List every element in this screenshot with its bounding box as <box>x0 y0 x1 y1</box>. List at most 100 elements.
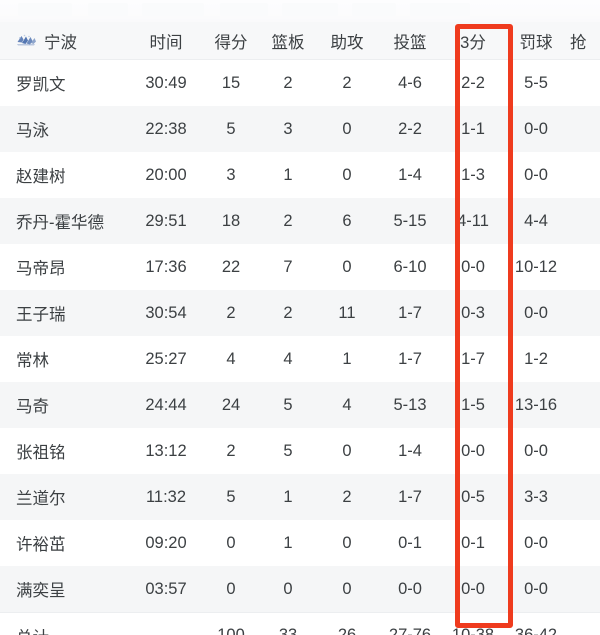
cell-minutes: 09:20 <box>145 533 187 552</box>
cell-player-name: 罗凯文 <box>16 76 66 94</box>
cell-minutes: 03:57 <box>145 579 187 598</box>
cell-rebounds: 2 <box>283 211 293 230</box>
cell-player-name: 乔丹-霍华德 <box>16 214 104 232</box>
cell-points: 4 <box>226 349 236 368</box>
total-free-throws: 36-42 <box>514 626 558 635</box>
cell-field-goals: 4-6 <box>398 73 422 92</box>
cell-assists: 0 <box>342 257 352 276</box>
table-row[interactable]: 张祖铭 13:12 2 5 0 1-4 0-0 0-0 <box>0 428 600 474</box>
cell-three-pointers: 2-2 <box>461 73 485 92</box>
cell-field-goals: 2-2 <box>398 119 422 138</box>
cell-player-name: 兰道尔 <box>16 490 66 508</box>
team-logo-icon <box>17 34 36 46</box>
box-score-table: 宁波 时间 得分 篮板 助攻 投篮 3分 罚球 抢 罗凯文 30:49 15 2 2 4-… <box>0 22 600 635</box>
cell-three-pointers: 4-11 <box>457 211 489 230</box>
table-row[interactable]: 罗凯文 30:49 15 2 2 4-6 2-2 5-5 <box>0 60 600 106</box>
cell-points: 2 <box>226 303 236 322</box>
cell-assists: 2 <box>342 487 352 506</box>
cell-field-goals: 1-4 <box>398 441 422 460</box>
page-top-bleed <box>0 0 600 22</box>
table-row[interactable]: 乔丹-霍华德 29:51 18 2 6 5-15 4-11 4-4 <box>0 198 600 244</box>
cell-minutes: 29:51 <box>145 211 187 230</box>
cell-minutes: 13:12 <box>145 441 187 460</box>
column-header-time[interactable]: 时间 <box>149 33 183 52</box>
cell-rebounds: 2 <box>283 73 293 92</box>
cell-player-name: 满奕呈 <box>16 582 66 600</box>
cell-points: 0 <box>226 533 236 552</box>
cell-three-pointers: 0-3 <box>461 303 485 322</box>
cell-three-pointers: 0-1 <box>461 533 485 552</box>
cell-player-name: 马帝昂 <box>16 260 66 278</box>
cell-assists: 0 <box>342 119 352 138</box>
cell-field-goals: 1-4 <box>398 165 422 184</box>
table-row[interactable]: 王子瑞 30:54 2 2 11 1-7 0-3 0-0 <box>0 290 600 336</box>
cell-points: 3 <box>226 165 236 184</box>
cell-player-name: 常林 <box>16 352 49 370</box>
total-field-goals: 27-76 <box>388 626 432 635</box>
cell-rebounds: 5 <box>283 441 293 460</box>
team-name-label: 宁波 <box>44 33 77 52</box>
cell-player-name: 王子瑞 <box>16 306 66 324</box>
cell-three-pointers: 1-7 <box>461 349 485 368</box>
column-header-rebounds[interactable]: 篮板 <box>271 33 305 52</box>
cell-rebounds: 7 <box>283 257 293 276</box>
cell-assists: 0 <box>342 441 352 460</box>
cell-free-throws: 0-0 <box>524 441 548 460</box>
cell-three-pointers: 1-3 <box>461 165 485 184</box>
column-header-free-throws[interactable]: 罚球 <box>519 33 553 52</box>
table-row[interactable]: 满奕呈 03:57 0 0 0 0-0 0-0 0-0 <box>0 566 600 612</box>
cell-assists: 0 <box>342 165 352 184</box>
cell-three-pointers: 0-0 <box>461 579 485 598</box>
cell-field-goals: 1-7 <box>398 303 422 322</box>
cell-field-goals: 5-15 <box>393 211 427 230</box>
table-body: 罗凯文 30:49 15 2 2 4-6 2-2 5-5 马泳 22:38 5 3 0 2-2 1-1 0-0… <box>0 60 600 612</box>
cell-free-throws: 13-16 <box>514 395 558 414</box>
cell-three-pointers: 1-5 <box>461 395 485 414</box>
column-header-three-pointers[interactable]: 3分 <box>460 33 486 52</box>
cell-free-throws: 0-0 <box>524 579 548 598</box>
cell-rebounds: 2 <box>283 303 293 322</box>
cell-rebounds: 3 <box>283 119 293 138</box>
cell-three-pointers: 0-0 <box>461 257 485 276</box>
cell-points: 5 <box>226 119 236 138</box>
table-row[interactable]: 常林 25:27 4 4 1 1-7 1-7 1-2 <box>0 336 600 382</box>
cell-field-goals: 0-1 <box>398 533 422 552</box>
team-header-cell[interactable]: 宁波 <box>0 29 128 53</box>
cell-rebounds: 5 <box>283 395 293 414</box>
table-row[interactable]: 兰道尔 11:32 5 1 2 1-7 0-5 3-3 <box>0 474 600 520</box>
total-assists: 26 <box>337 626 357 635</box>
table-row[interactable]: 马泳 22:38 5 3 0 2-2 1-1 0-0 <box>0 106 600 152</box>
table-total-row: 总计 100 33 26 27-76 10-38 36-42 <box>0 612 600 635</box>
column-header-assists[interactable]: 助攻 <box>330 33 364 52</box>
total-points: 100 <box>217 626 245 635</box>
column-header-points[interactable]: 得分 <box>214 33 248 52</box>
cell-free-throws: 10-12 <box>514 257 558 276</box>
cell-rebounds: 4 <box>283 349 293 368</box>
cell-minutes: 20:00 <box>145 165 187 184</box>
cell-three-pointers: 1-1 <box>461 119 485 138</box>
table-row[interactable]: 赵建树 20:00 3 1 0 1-4 1-3 0-0 <box>0 152 600 198</box>
column-header-steals[interactable]: 抢 <box>570 33 587 52</box>
cell-minutes: 22:38 <box>145 119 187 138</box>
cell-player-name: 马泳 <box>16 122 49 140</box>
cell-free-throws: 5-5 <box>524 73 548 92</box>
total-three-pointers: 10-38 <box>451 626 495 635</box>
cell-rebounds: 1 <box>283 533 293 552</box>
cell-field-goals: 0-0 <box>398 579 422 598</box>
table-row[interactable]: 马帝昂 17:36 22 7 0 6-10 0-0 10-12 <box>0 244 600 290</box>
cell-points: 24 <box>221 395 241 414</box>
cell-field-goals: 5-13 <box>393 395 427 414</box>
cell-assists: 4 <box>342 395 352 414</box>
column-header-field-goals[interactable]: 投篮 <box>393 33 427 52</box>
cell-points: 18 <box>221 211 241 230</box>
cell-free-throws: 3-3 <box>524 487 548 506</box>
table-row[interactable]: 许裕茁 09:20 0 1 0 0-1 0-1 0-0 <box>0 520 600 566</box>
cell-player-name: 许裕茁 <box>16 536 66 554</box>
cell-minutes: 25:27 <box>145 349 187 368</box>
table-row[interactable]: 马奇 24:44 24 5 4 5-13 1-5 13-16 <box>0 382 600 428</box>
cell-assists: 11 <box>338 303 356 322</box>
cell-player-name: 张祖铭 <box>16 444 66 462</box>
cell-points: 15 <box>221 73 241 92</box>
cell-points: 2 <box>226 441 236 460</box>
